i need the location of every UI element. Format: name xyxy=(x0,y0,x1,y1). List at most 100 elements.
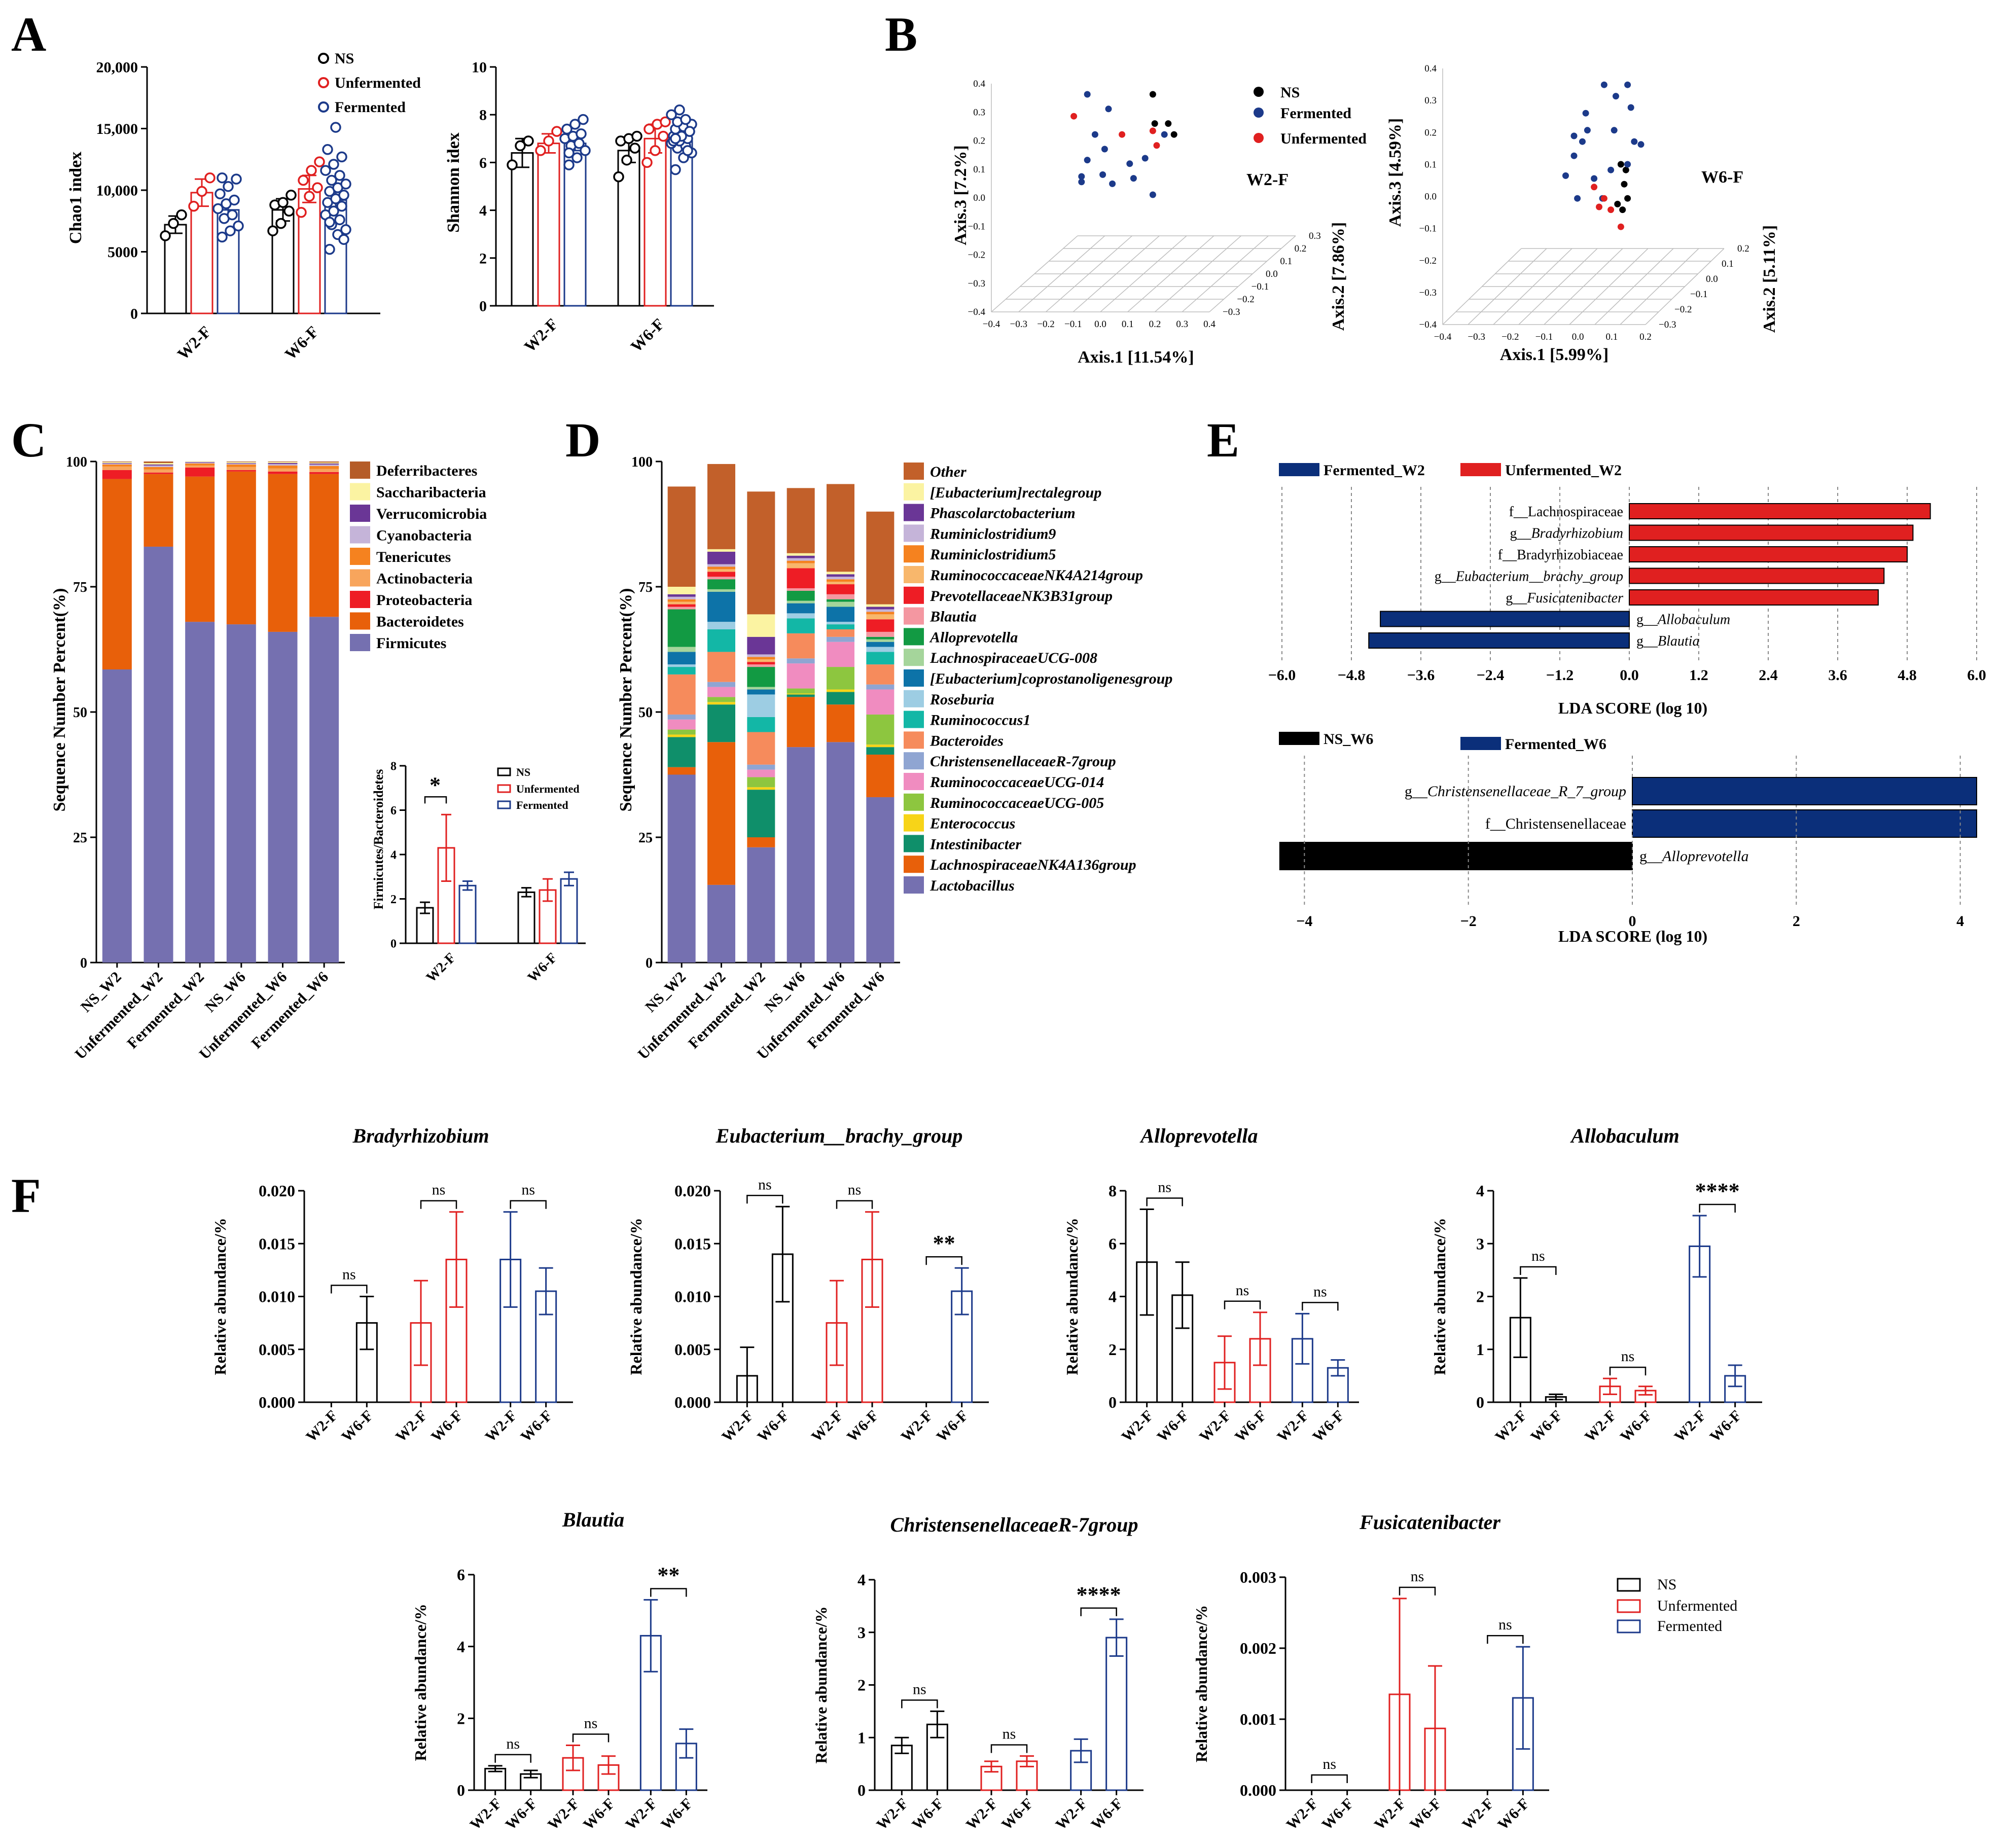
f-x-tick-label: W6-F xyxy=(1494,1795,1532,1833)
b1-point-fermented xyxy=(1109,180,1116,187)
f-sig-label: ns xyxy=(342,1266,356,1283)
b2-point-fermented xyxy=(1627,104,1634,111)
d-segment-ruminococcus1 xyxy=(747,717,775,732)
c-segment-deferribacteres xyxy=(309,461,339,463)
f-legend: NS Unfermented Fermented xyxy=(1617,1576,1737,1634)
b1-point-fermented xyxy=(1130,175,1137,182)
f-x-tick-label: W6-F xyxy=(754,1407,792,1445)
b2-title: W6-F xyxy=(1701,168,1743,187)
b2-point-fermented xyxy=(1637,141,1644,148)
a1-data-point xyxy=(196,186,207,197)
e1-bar xyxy=(1380,611,1630,627)
b-legend-unfermented: Unfermented xyxy=(1280,130,1367,147)
b1-point-unfermented xyxy=(1070,113,1078,120)
f-x-tick-label: W2-F xyxy=(1492,1407,1530,1445)
a2-data-point xyxy=(571,152,583,163)
f-x-tick-label: W6-F xyxy=(517,1407,555,1445)
c-segment-deferribacteres xyxy=(102,461,132,462)
f-ylabel: Relative abundance/% xyxy=(211,1218,229,1375)
f-y-tick-label: 0.002 xyxy=(1240,1639,1276,1657)
f-chart-title: Fusicatenibacter xyxy=(1359,1511,1500,1534)
b1-axis3-label: Axis.3 [7.2%] xyxy=(951,145,970,245)
f-legend-ns-swatch xyxy=(1617,1578,1641,1592)
a1-data-point xyxy=(326,174,337,186)
a1-data-point xyxy=(336,151,347,163)
c-segment-actinobacteria xyxy=(144,469,173,473)
b1-x-tick-label: 0.1 xyxy=(1122,319,1134,330)
c-segment-verrucomicrobia xyxy=(309,463,339,465)
f-x-tick-label: W2-F xyxy=(963,1795,1001,1833)
d-segment--eubacterium-coprostanoligenesgroup xyxy=(866,642,895,647)
f-y-tick-label: 0.001 xyxy=(1240,1710,1276,1728)
ci-y-tick-label: 8 xyxy=(390,760,397,773)
e1-bar xyxy=(1629,546,1908,562)
c-legend-swatch xyxy=(350,569,370,587)
f-x-tick-label: W2-F xyxy=(1118,1407,1156,1445)
a1-data-point xyxy=(204,172,216,184)
f-sig-label: ns xyxy=(848,1182,862,1198)
d-segment-phascolarctobacterium xyxy=(786,555,815,558)
f-sig-bracket xyxy=(1146,1197,1183,1206)
d-segment-blautia xyxy=(827,594,854,599)
a1-y-tick-label: 0 xyxy=(130,306,138,323)
a2-data-point xyxy=(563,159,575,170)
b2-y-tick-label: 0.0 xyxy=(1706,274,1718,285)
d-segment-intestinibacter xyxy=(747,790,775,837)
b1-y-tick-label: 0.0 xyxy=(1266,269,1278,279)
f-sig-bracket xyxy=(901,1699,938,1709)
a2-data-point xyxy=(670,133,681,145)
a2-data-point xyxy=(644,123,655,135)
f-sig-bracket xyxy=(925,1256,962,1265)
f-sig-label: ** xyxy=(657,1563,680,1588)
f-x-tick-label: W2-F xyxy=(482,1407,520,1445)
c-segment-deferribacteres xyxy=(144,461,173,463)
f-bar xyxy=(1105,1637,1128,1791)
f-sig-bracket xyxy=(1520,1266,1557,1275)
f-x-tick-label: W6-F xyxy=(502,1795,540,1833)
e1-feature-label: g__Eubacterium__brachy_group xyxy=(1435,569,1623,585)
f-legend-unfermented-swatch xyxy=(1617,1599,1641,1613)
ci-legend-fermented-swatch xyxy=(497,800,511,809)
a2-y-tick-label: 10 xyxy=(472,59,487,76)
d-segment-ruminococcaceaenk4a214group xyxy=(786,563,815,568)
d-segment-lactobacillus xyxy=(707,884,735,963)
a2-data-point xyxy=(551,126,562,137)
b1-y-tick-label: −0.3 xyxy=(1223,307,1240,317)
f-sig-bracket xyxy=(420,1200,457,1209)
d-segment-intestinibacter xyxy=(827,692,854,705)
a2-data-point xyxy=(576,128,587,139)
d-segment-alloprevotella xyxy=(827,599,854,602)
c-legend-swatch xyxy=(350,526,370,544)
c-segment-proteobacteria xyxy=(309,472,339,474)
e2-bar xyxy=(1279,842,1633,870)
d-segment-enterococcus xyxy=(667,734,696,737)
d-segment-ruminococcaceaenk4a214group xyxy=(667,601,696,605)
f-sig-bracket xyxy=(1224,1300,1261,1309)
a2-data-point xyxy=(535,145,546,156)
e1-x-tick-label: 6.0 xyxy=(1967,667,1986,684)
a1-data-point xyxy=(322,144,333,155)
e1-bar xyxy=(1368,632,1630,649)
d-segment-prevotellaceaenk3b31group xyxy=(667,604,696,607)
ci-legend-fermented: Fermented xyxy=(516,799,568,811)
b2-point-fermented xyxy=(1600,81,1607,88)
a2-y-tick-label: 8 xyxy=(479,107,487,124)
d-segment-phascolarctobacterium xyxy=(747,636,775,655)
f-sig-bracket xyxy=(1699,1203,1736,1213)
e1-x-tick-label: −1.2 xyxy=(1546,667,1574,684)
b-legend-fermented: Fermented xyxy=(1280,105,1351,122)
a-legend: NS Unfermented Fermented xyxy=(318,50,421,116)
f-x-tick-label: W2-F xyxy=(1671,1407,1709,1445)
d-segment--eubacterium-rectalegroup xyxy=(866,604,895,607)
b1-z-tick-label: −0.4 xyxy=(968,307,986,317)
f-y-tick-label: 8 xyxy=(1109,1182,1117,1200)
c-legend-item: Actinobacteria xyxy=(376,571,473,587)
d-segment-prevotellaceaenk3b31group xyxy=(866,619,895,632)
d-legend-item: Ruminococcus1 xyxy=(930,712,1030,729)
a2-data-point xyxy=(580,145,591,156)
panel-c: 0255075100NS_W2Unfermented_W2Fermented_W… xyxy=(50,454,586,1063)
c-segment-tenericutes xyxy=(226,464,256,467)
f-chart-eubacterium: Eubacterium__brachy_group 0.000 0.005 0.010… xyxy=(627,1124,989,1445)
d-segment-ruminiclostridium9 xyxy=(747,654,775,657)
c-segment-verrucomicrobia xyxy=(102,463,132,464)
